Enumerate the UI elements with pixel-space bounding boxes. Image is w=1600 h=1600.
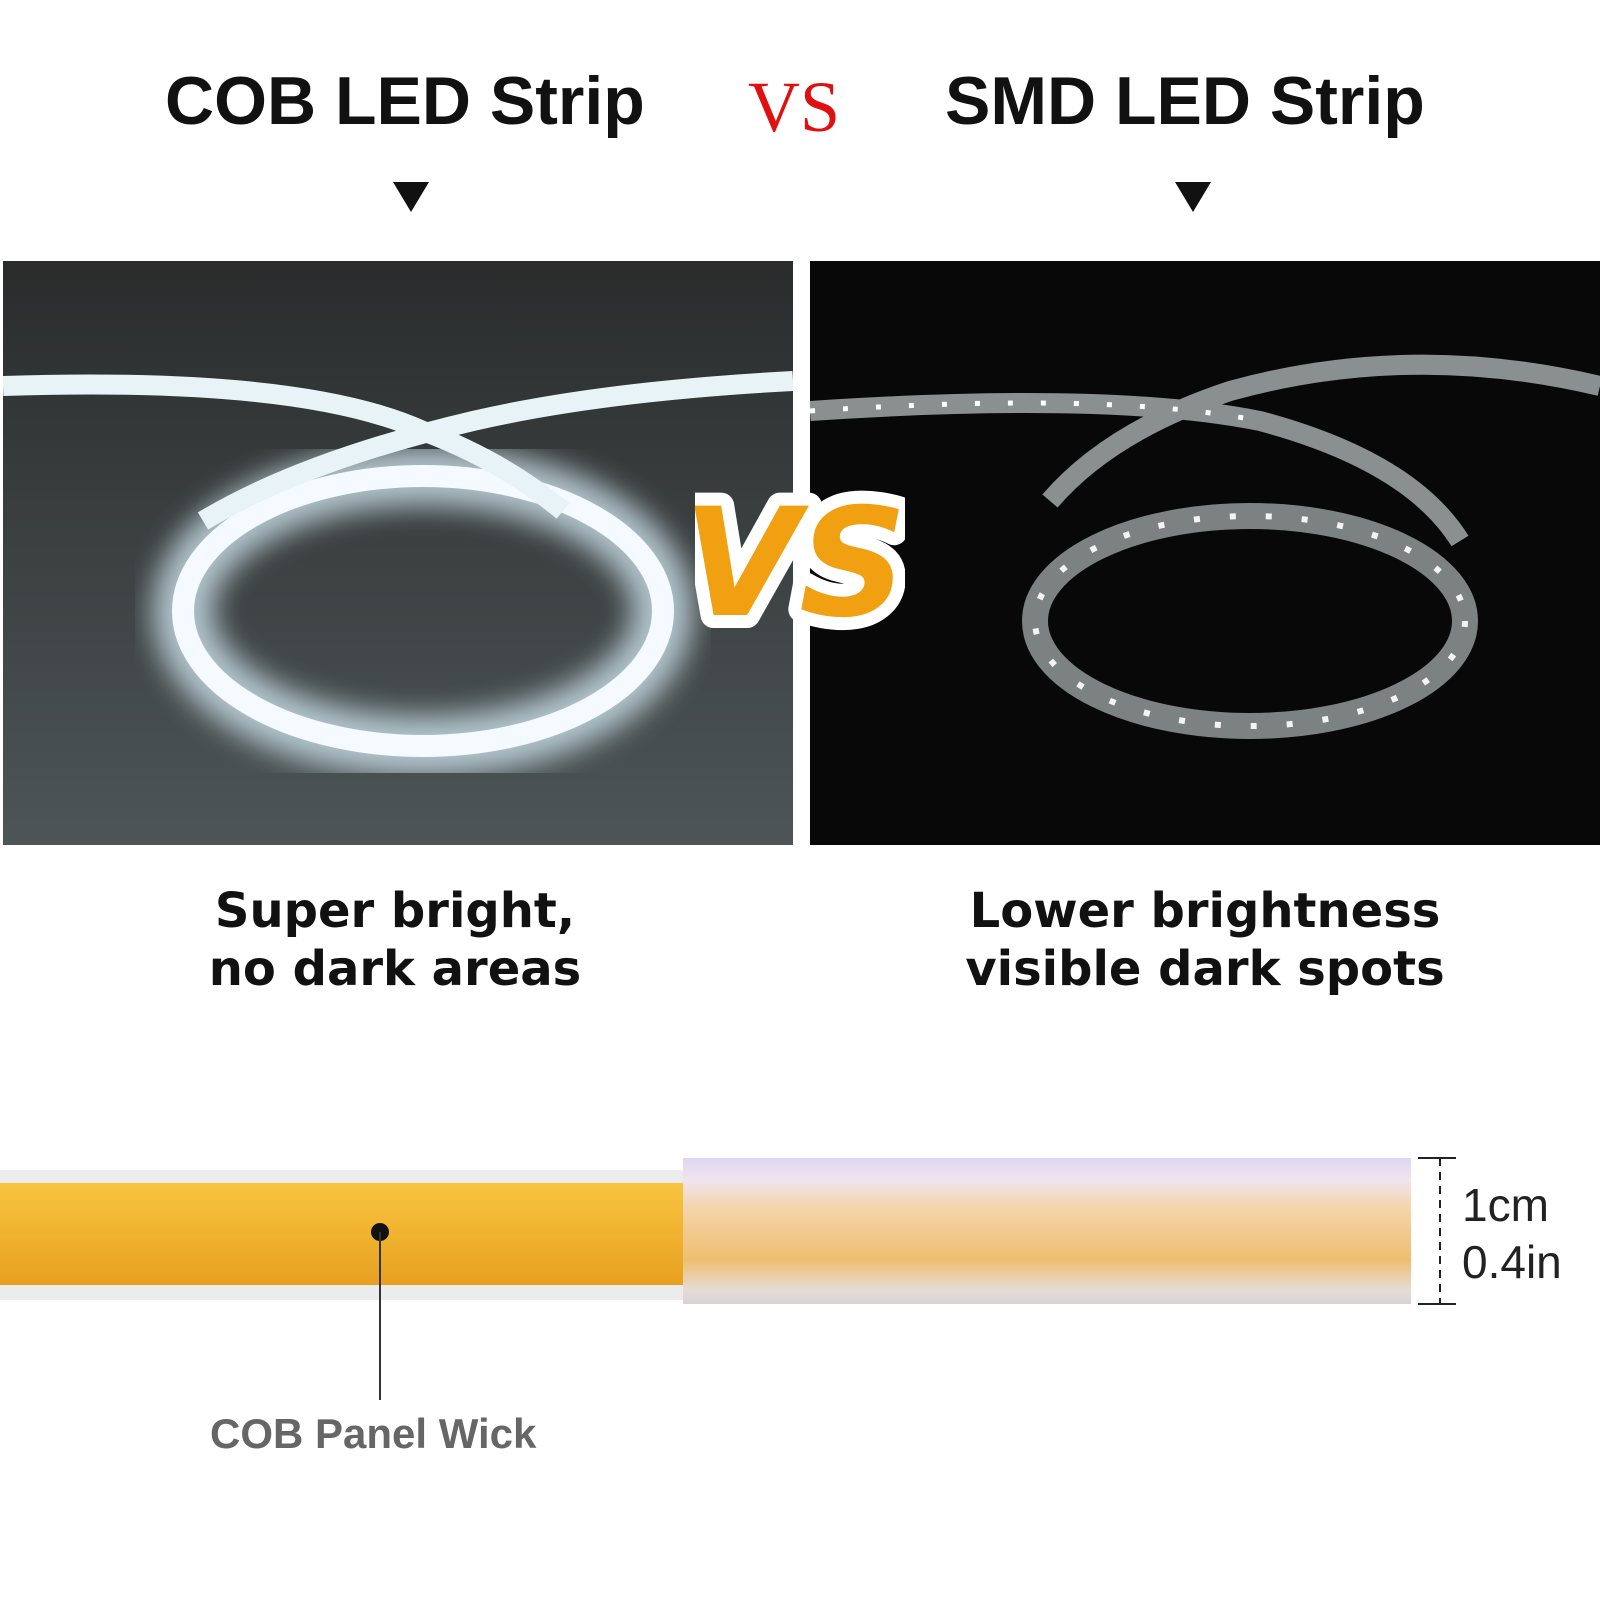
- wick-callout: COB Panel Wick: [210, 1410, 537, 1457]
- smd-caption: Lower brightness visible dark spots: [855, 882, 1555, 998]
- height-cm: 1cm: [1462, 1179, 1549, 1231]
- smd-title: SMD LED Strip: [945, 63, 1425, 139]
- cob-strip-photo: [3, 261, 793, 845]
- down-arrow-icon: [1175, 182, 1211, 212]
- vs-heading: VS: [748, 67, 841, 147]
- vs-badge-text: VS: [695, 477, 905, 645]
- height-in: 0.4in: [1462, 1236, 1562, 1288]
- callout-leader-line: [379, 1320, 381, 1400]
- cob-caption-line1: Super bright,: [214, 883, 576, 939]
- strip-cross-section: [0, 1157, 1456, 1320]
- smd-caption-line2: visible dark spots: [965, 941, 1445, 997]
- cob-caption: Super bright, no dark areas: [45, 882, 745, 998]
- smd-strip-photo: [810, 261, 1600, 845]
- vs-badge: VS: [695, 464, 905, 645]
- cob-title: COB LED Strip: [165, 63, 645, 139]
- smd-caption-line1: Lower brightness: [969, 883, 1441, 939]
- cob-wick: [0, 1183, 690, 1285]
- down-arrow-icon: [393, 182, 429, 212]
- silicone-tube: [683, 1158, 1411, 1304]
- cob-caption-line2: no dark areas: [208, 941, 582, 997]
